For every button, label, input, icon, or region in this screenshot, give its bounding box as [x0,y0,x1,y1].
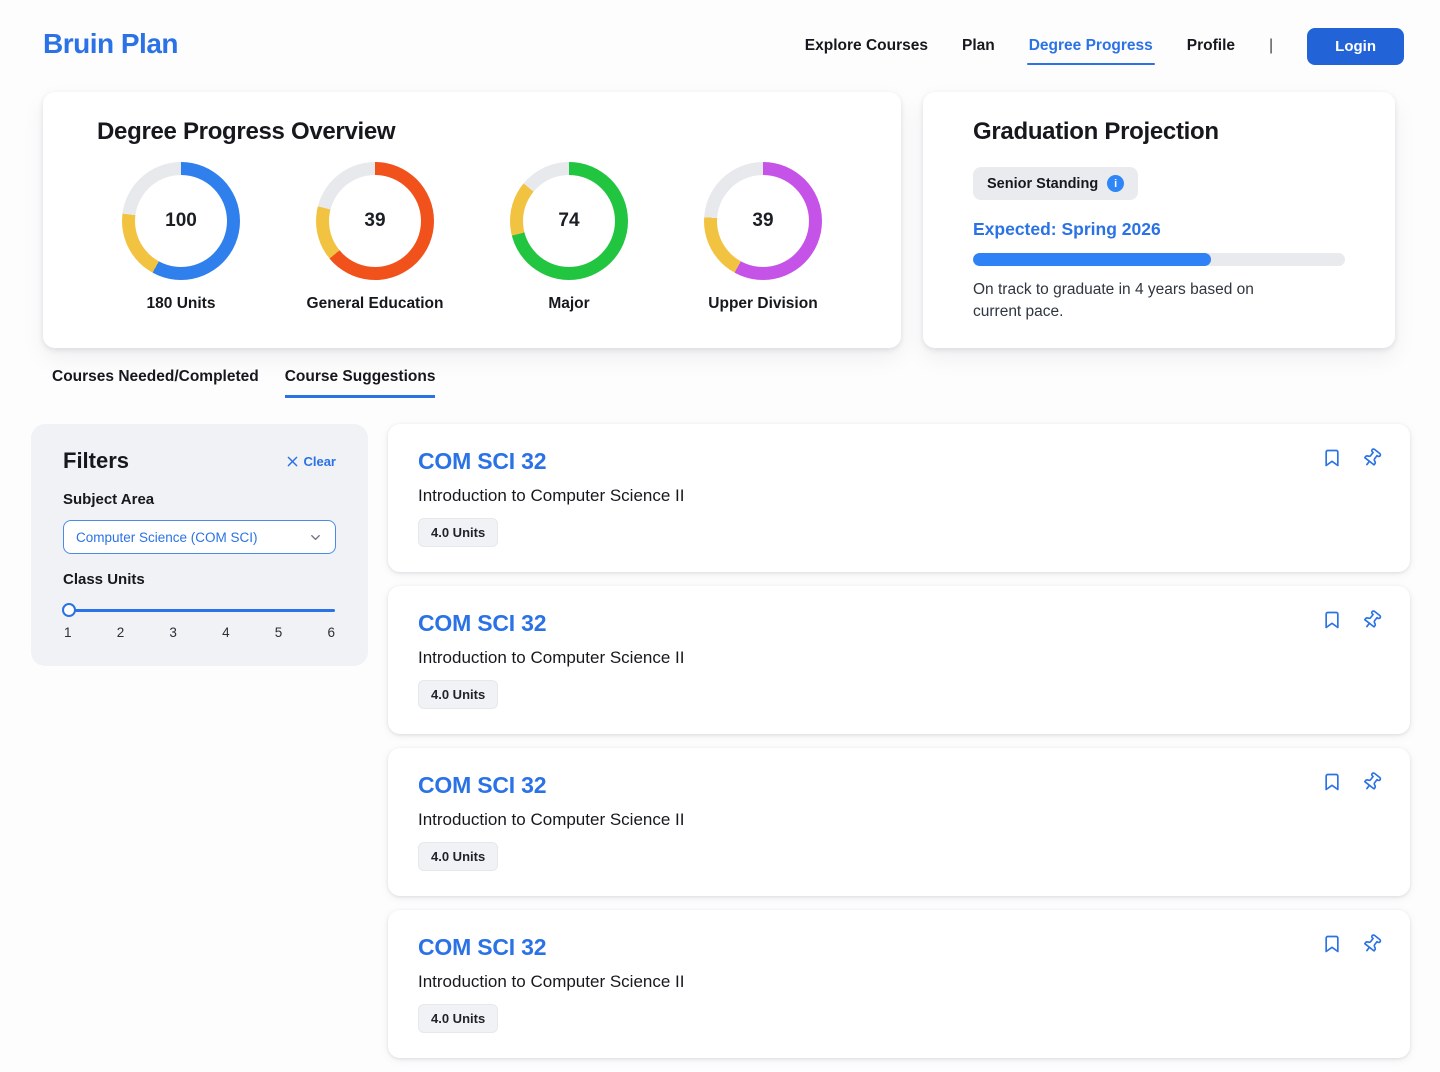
expected-graduation: Expected: Spring 2026 [973,219,1161,239]
graduation-note: On track to graduate in 4 years based on… [973,281,1254,320]
chevron-down-icon [311,534,320,540]
class-units-label: Class Units [63,571,145,588]
pin-icon[interactable] [1362,448,1382,468]
graduation-progress-bar [973,253,1345,266]
course-code-link[interactable]: COM SCI 32 [418,610,547,636]
course-code-link[interactable]: COM SCI 32 [418,448,547,474]
nav-plan[interactable]: Plan [961,37,995,54]
top-header: Bruin Plan Explore Courses Plan Degree P… [0,0,1440,92]
ring-label: Upper Division [708,295,818,312]
pin-icon[interactable] [1362,772,1382,792]
tick-label: 1 [64,625,72,640]
general-education-donut-chart: 39 [316,162,434,280]
main-nav: Explore Courses Plan Degree Progress Pro… [805,0,1404,92]
course-card: COM SCI 32 Introduction to Computer Scie… [388,748,1410,896]
standing-badge-label: Senior Standing [987,175,1099,192]
ring-value: 39 [364,210,386,231]
ring-major: 74 Major [485,162,653,313]
course-title: Introduction to Computer Science II [418,486,685,505]
content-tabs: Courses Needed/Completed Course Suggesti… [52,368,436,398]
x-icon [288,456,298,466]
course-title: Introduction to Computer Science II [418,972,685,991]
projection-title: Graduation Projection [973,118,1219,145]
nav-degree-progress[interactable]: Degree Progress [1026,37,1155,65]
subject-area-value: Computer Science (COM SCI) [76,529,258,545]
slider-tick-labels: 1 2 3 4 5 6 [63,625,336,640]
tick-label: 3 [169,625,177,640]
course-code-link[interactable]: COM SCI 32 [418,934,547,960]
nav-divider: | [1269,37,1274,54]
tick-label: 2 [116,625,125,640]
info-icon[interactable]: i [1107,175,1125,192]
clear-filters-button[interactable]: Clear [287,454,336,469]
nav-profile[interactable]: Profile [1186,37,1236,54]
ring-upper-division: 39 Upper Division [679,162,847,313]
ring-label: 180 Units [146,295,216,312]
overview-title: Degree Progress Overview [97,118,396,145]
clear-label: Clear [303,453,336,469]
units-badge: 4.0 Units [418,842,499,871]
tick-label: 4 [222,625,230,640]
ring-value: 39 [752,210,774,231]
course-title: Introduction to Computer Science II [418,810,685,829]
pin-icon[interactable] [1362,610,1382,630]
ring-general-education: 39 General Education [291,162,459,313]
course-code-link[interactable]: COM SCI 32 [418,772,547,798]
course-card: COM SCI 32 Introduction to Computer Scie… [388,424,1410,572]
units-donut-chart: 100 [122,162,240,280]
tab-course-suggestions[interactable]: Course Suggestions [284,368,436,398]
ring-label: General Education [306,295,444,312]
filters-title: Filters [63,448,130,473]
subject-area-select[interactable]: Computer Science (COM SCI) [63,520,336,554]
brand-logo[interactable]: Bruin Plan [43,28,179,59]
course-title: Introduction to Computer Science II [418,648,685,667]
slider-handle[interactable] [62,603,76,617]
graduation-projection-card: Graduation Projection Senior Standing i … [923,92,1395,348]
slider-track[interactable] [64,608,335,612]
nav-explore-courses[interactable]: Explore Courses [804,37,928,54]
course-suggestions-list: COM SCI 32 Introduction to Computer Scie… [388,424,1410,1072]
progress-rings: 100 180 Units 39 General Education 74 Ma… [97,162,861,313]
bookmark-icon[interactable] [1322,610,1342,630]
ring-units: 100 180 Units [97,162,265,313]
graduation-progress-fill [973,253,1212,266]
tick-label: 5 [274,625,283,640]
bookmark-icon[interactable] [1322,772,1342,792]
ring-value: 74 [558,210,580,231]
tab-courses-needed-completed[interactable]: Courses Needed/Completed [52,368,259,385]
class-units-slider [62,603,336,617]
units-badge: 4.0 Units [418,518,499,547]
upper-division-donut-chart: 39 [704,162,822,280]
bookmark-icon[interactable] [1322,448,1342,468]
major-donut-chart: 74 [510,162,628,280]
pin-icon[interactable] [1362,934,1382,954]
ring-value: 100 [165,210,197,231]
subject-area-label: Subject Area [63,491,155,508]
units-badge: 4.0 Units [418,1004,499,1033]
ring-label: Major [548,295,590,312]
filters-panel: Filters Clear Subject Area Computer Scie… [31,424,368,666]
tick-label: 6 [327,625,335,640]
course-card: COM SCI 32 Introduction to Computer Scie… [388,910,1410,1058]
units-badge: 4.0 Units [418,680,499,709]
login-button[interactable]: Login [1307,27,1404,65]
bookmark-icon[interactable] [1322,934,1342,954]
standing-badge: Senior Standing i [973,167,1139,200]
course-card: COM SCI 32 Introduction to Computer Scie… [388,586,1410,734]
degree-progress-overview-card: Degree Progress Overview 100 180 Units 3… [43,92,901,348]
